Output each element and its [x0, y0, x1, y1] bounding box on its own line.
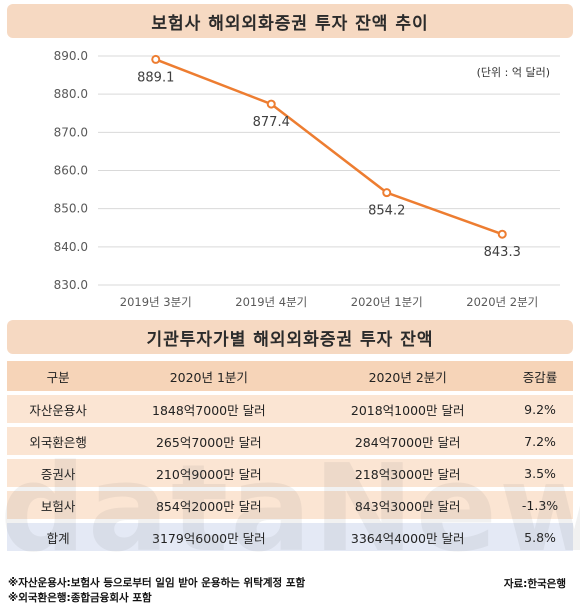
- table-header-row: 구분 2020년 1분기 2020년 2분기 증감률: [7, 361, 573, 391]
- cell-q1: 210억9000만 달러: [109, 459, 309, 487]
- y-tick-label: 840.0: [54, 240, 88, 254]
- data-point: [382, 188, 392, 198]
- y-tick-label: 860.0: [54, 164, 88, 178]
- cell-rate: 3.5%: [507, 459, 573, 487]
- total-rate: 5.8%: [507, 523, 573, 551]
- table-title: 기관투자가별 해외외화증권 투자 잔액: [7, 320, 573, 354]
- cell-q2: 2018억1000만 달러: [308, 395, 508, 423]
- total-label: 합계: [7, 523, 110, 551]
- cell-q2: 843억3000만 달러: [308, 491, 508, 519]
- table-row: 보험사 854억2000만 달러 843억3000만 달러 -1.3%: [7, 491, 573, 519]
- cell-rate: -1.3%: [507, 491, 573, 519]
- footnote-asset-managers: ※자산운용사:보험사 등으로부터 일임 받아 운용하는 위탁계정 포함: [8, 577, 306, 589]
- table-row: 증권사 210억9000만 달러 218억3000만 달러 3.5%: [7, 459, 573, 487]
- line-chart: 890.0 880.0 870.0 860.0 850.0 840.0 830.0 2019년…: [54, 49, 560, 309]
- source-note: 자료:한국은행: [503, 578, 566, 590]
- data-label: 889.1: [137, 70, 174, 85]
- y-tick-label: 880.0: [54, 87, 88, 101]
- cell-category: 증권사: [7, 459, 110, 487]
- data-point: [266, 99, 276, 109]
- x-tick-label: 2020년 1분기: [351, 295, 423, 309]
- investment-table: 구분 2020년 1분기 2020년 2분기 증감률 자산운용사 1848억70…: [7, 357, 573, 555]
- chart-title: 보험사 해외외화증권 투자 잔액 추이: [7, 4, 573, 38]
- data-label: 854.2: [368, 204, 405, 219]
- cell-rate: 9.2%: [507, 395, 573, 423]
- unit-note: (단위 : 억 달러): [476, 66, 550, 79]
- cell-rate: 7.2%: [507, 427, 573, 455]
- footnotes: ※자산운용사:보험사 등으로부터 일임 받아 운용하는 위탁계정 포함 ※외국환…: [8, 576, 305, 606]
- cell-q1: 265억7000만 달러: [109, 427, 309, 455]
- footnote-fx-banks: ※외국환은행:종합금융회사 포함: [8, 592, 152, 604]
- series-line: [155, 58, 503, 236]
- data-point: [497, 229, 507, 239]
- cell-category: 외국환은행: [7, 427, 110, 455]
- table-total-row: 합계 3179억6000만 달러 3364억4000만 달러 5.8%: [7, 523, 573, 551]
- cell-category: 자산운용사: [7, 395, 110, 423]
- cell-category: 보험사: [7, 491, 110, 519]
- header-category: 구분: [7, 361, 110, 391]
- table-row: 자산운용사 1848억7000만 달러 2018억1000만 달러 9.2%: [7, 395, 573, 423]
- y-tick-label: 830.0: [54, 278, 88, 292]
- header-q1-2020: 2020년 1분기: [109, 361, 309, 391]
- y-tick-label: 890.0: [54, 49, 88, 63]
- total-q2: 3364억4000만 달러: [308, 523, 508, 551]
- header-change-rate: 증감률: [507, 361, 573, 391]
- data-label: 843.3: [484, 245, 521, 260]
- cell-q1: 854억2000만 달러: [109, 491, 309, 519]
- total-q1: 3179억6000만 달러: [109, 523, 309, 551]
- x-tick-label: 2020년 2분기: [466, 295, 538, 309]
- y-tick-label: 850.0: [54, 202, 88, 216]
- data-point: [151, 54, 161, 64]
- x-tick-label: 2019년 3분기: [120, 295, 192, 309]
- data-label: 877.4: [253, 115, 290, 130]
- cell-q2: 284억7000만 달러: [308, 427, 508, 455]
- table-row: 외국환은행 265억7000만 달러 284억7000만 달러 7.2%: [7, 427, 573, 455]
- y-tick-label: 870.0: [54, 125, 88, 139]
- cell-q1: 1848억7000만 달러: [109, 395, 309, 423]
- x-tick-label: 2019년 4분기: [235, 295, 307, 309]
- header-q2-2020: 2020년 2분기: [308, 361, 508, 391]
- cell-q2: 218억3000만 달러: [308, 459, 508, 487]
